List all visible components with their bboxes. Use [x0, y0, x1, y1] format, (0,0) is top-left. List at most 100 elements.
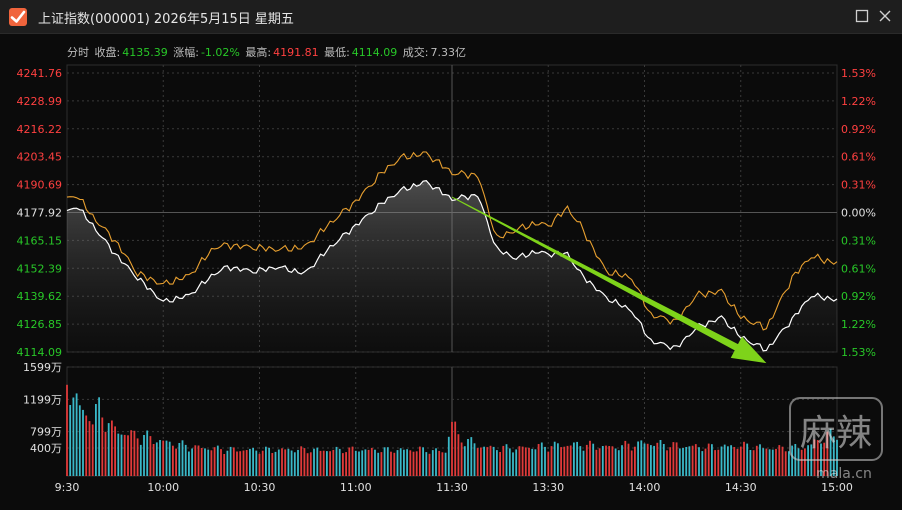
change-label: 涨幅:	[173, 46, 199, 59]
volume-bar	[444, 452, 447, 476]
volume-bar	[547, 451, 550, 476]
change-value: -1.02%	[200, 46, 240, 59]
volume-bar	[768, 449, 771, 476]
volume-bar	[120, 434, 123, 476]
volume-bar	[220, 449, 222, 476]
volume-bar	[287, 448, 290, 476]
volume-bar	[155, 442, 158, 476]
volume-bar	[637, 441, 639, 476]
close-value: 4135.39	[122, 46, 168, 59]
volume-bar	[669, 447, 672, 476]
volume-bar	[605, 445, 607, 476]
volume-bar	[216, 445, 219, 476]
volume-bar	[197, 445, 200, 476]
volume-bar	[95, 404, 97, 476]
volume-bar	[441, 452, 444, 476]
volume-bar	[277, 449, 280, 476]
x-tick: 14:30	[725, 481, 757, 494]
y-tick-right: 1.22%	[841, 95, 876, 108]
volume-bar	[226, 450, 229, 476]
low-label: 最低:	[324, 46, 350, 59]
volume-bar	[598, 448, 601, 476]
volume-bar	[284, 449, 287, 476]
volume-bar	[476, 448, 479, 476]
volume-bar	[316, 447, 319, 476]
volume-bar	[775, 448, 777, 476]
volume-bar	[239, 451, 242, 476]
x-tick: 11:30	[436, 481, 468, 494]
x-tick: 13:30	[532, 481, 564, 494]
volume-bar	[585, 444, 588, 476]
volume-bar	[698, 447, 700, 476]
volume-bar	[396, 450, 399, 476]
volume-bar	[496, 450, 498, 476]
volume-bar	[345, 452, 347, 476]
volume-bar	[338, 448, 341, 476]
checkmark-logo-icon	[9, 8, 27, 26]
x-tick: 9:30	[55, 481, 80, 494]
volume-bar	[281, 448, 283, 476]
volume-bar	[592, 443, 595, 476]
close-icon[interactable]	[877, 8, 893, 24]
high-label: 最高:	[245, 46, 272, 59]
volume-bar	[159, 440, 161, 476]
y-tick-right: 0.61%	[841, 262, 876, 275]
y-tick-right: 0.31%	[841, 179, 876, 192]
high-value: 4191.81	[273, 46, 319, 59]
maximize-icon[interactable]	[855, 9, 869, 23]
volume-bar	[653, 445, 655, 476]
y-tick-right: 0.92%	[841, 290, 876, 303]
volume-bar	[354, 450, 357, 476]
volume-bar	[242, 450, 245, 476]
volume-bar	[630, 450, 633, 476]
volume-bar	[797, 448, 800, 476]
volume-bar	[342, 453, 344, 476]
average-price-line	[66, 151, 838, 331]
volume-bar	[569, 445, 572, 476]
volume-bar	[794, 444, 797, 476]
volume-bar	[537, 444, 540, 476]
index-area-fill	[67, 180, 837, 352]
volume-bar	[483, 446, 485, 476]
volume-bar	[566, 445, 569, 476]
volume-bar	[727, 446, 729, 476]
volume-bar	[656, 442, 659, 476]
volume-bar	[236, 451, 238, 476]
volume-bar	[133, 430, 136, 476]
volume-bar	[749, 450, 752, 476]
volume-bar	[691, 445, 694, 476]
volume-bar	[364, 449, 367, 476]
volume-bar	[194, 445, 197, 476]
volume-bar	[784, 451, 787, 476]
volume-bar	[521, 446, 524, 476]
volume-bar	[826, 431, 829, 476]
volume-bar	[739, 446, 742, 476]
volume-bar	[390, 451, 392, 476]
volume-bar	[576, 441, 578, 476]
volume-bar	[512, 452, 514, 476]
volume-bar	[117, 433, 120, 476]
volume-bar	[634, 446, 636, 476]
volume-bar	[82, 409, 84, 476]
volume-bar	[268, 447, 270, 476]
volume-bar	[508, 448, 511, 476]
y-tick-right: 1.22%	[841, 318, 876, 331]
volume-bar	[675, 442, 678, 476]
volume-bar	[579, 446, 582, 476]
y-tick-left: 4114.09	[17, 346, 63, 359]
volume-bar	[714, 450, 716, 476]
y-tick-right: 0.92%	[841, 123, 876, 136]
volume-bar	[505, 444, 508, 476]
volume-bar	[300, 446, 303, 476]
volume-bar	[326, 451, 328, 476]
volume-bar	[101, 417, 104, 476]
volume-bar	[736, 448, 739, 476]
volume-bar	[791, 445, 793, 476]
volume-bar	[425, 452, 428, 476]
volume-bar	[711, 444, 713, 476]
volume-bar	[701, 451, 704, 476]
volume-bar	[611, 446, 614, 476]
volume-bar	[752, 450, 755, 476]
volume-bar	[319, 450, 322, 476]
